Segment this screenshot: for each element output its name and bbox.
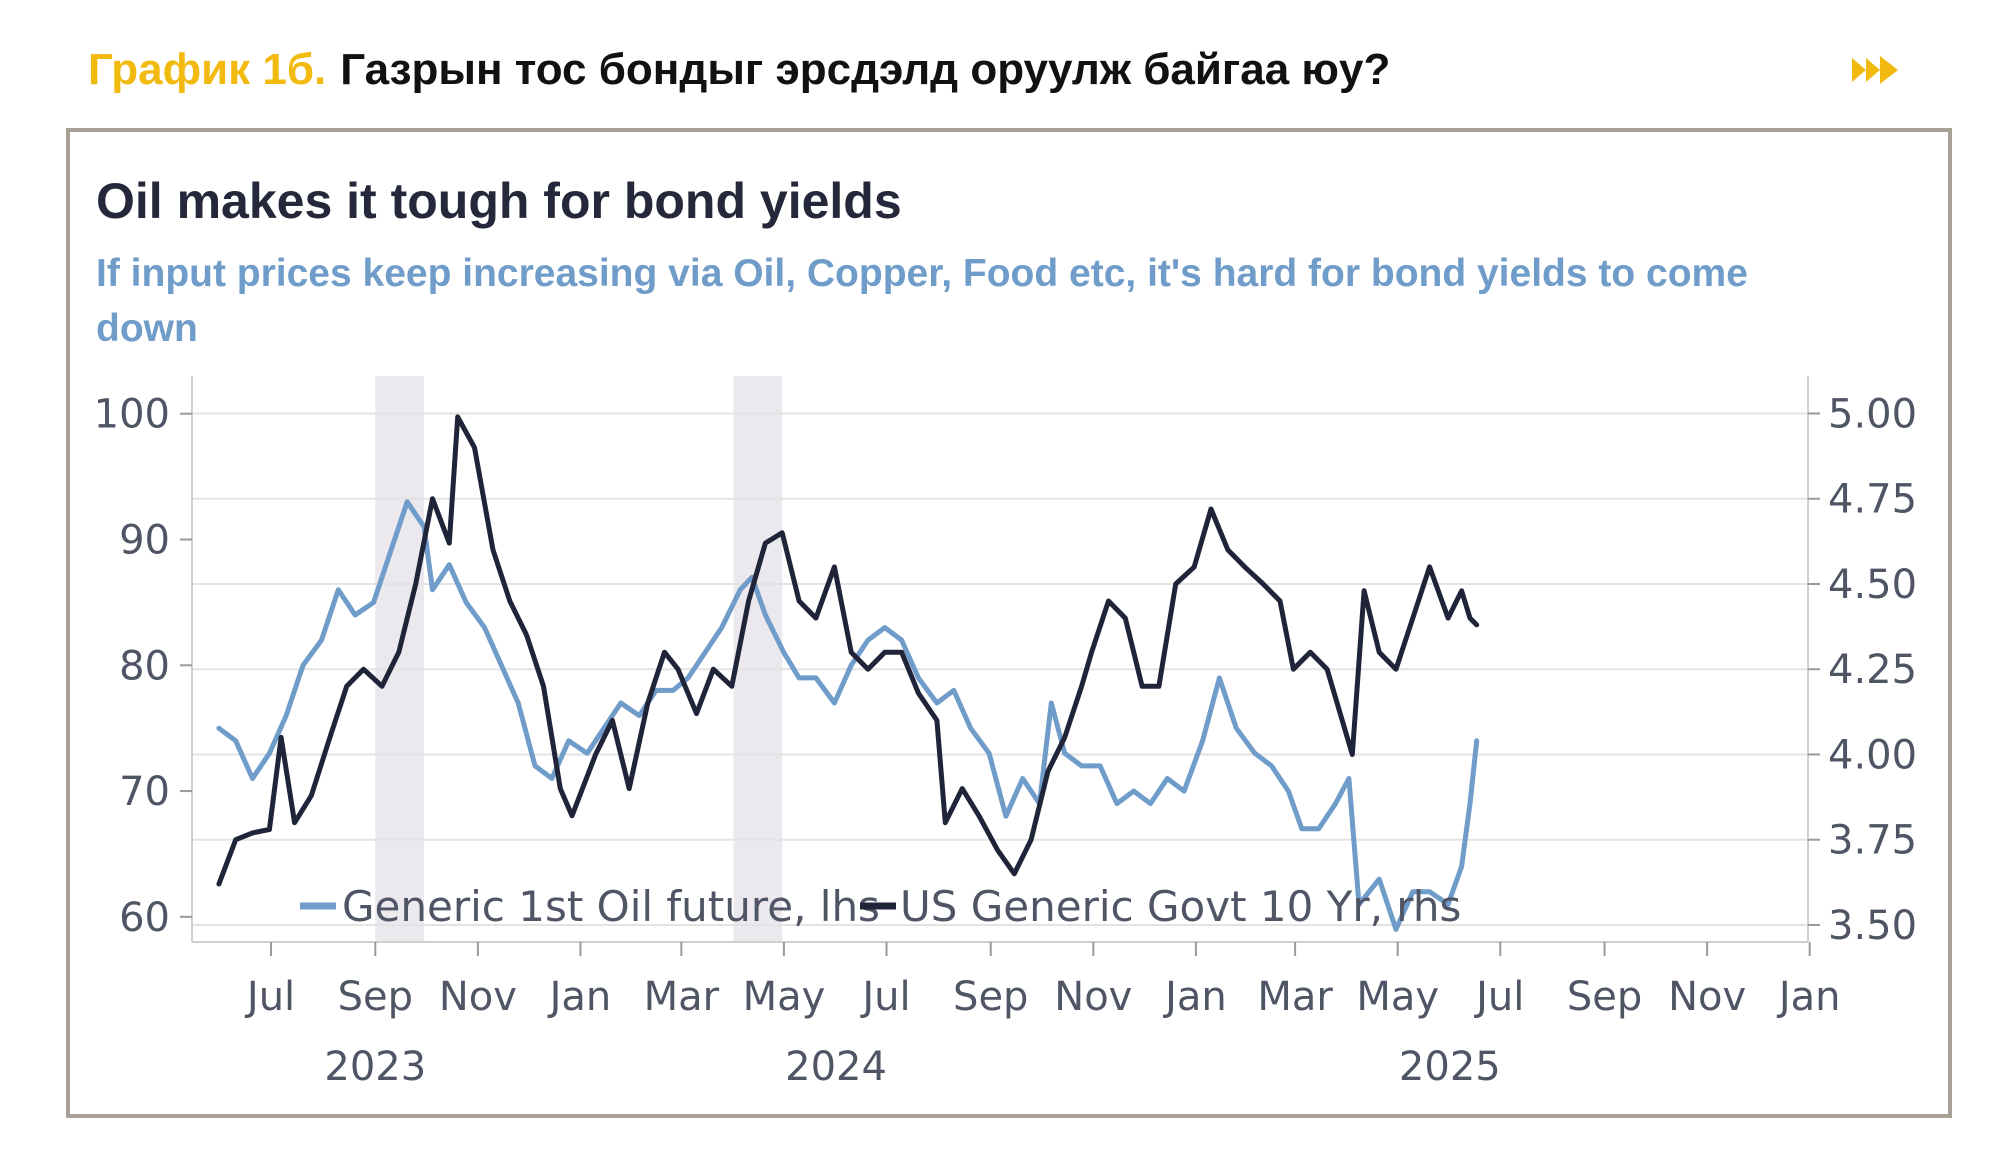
right-axis-tick-label: 4.50 [1828,562,1917,608]
x-axis-tick-label: Nov [439,974,517,1020]
x-axis-tick-label: Mar [1257,974,1333,1020]
x-axis-tick-label: Sep [953,974,1028,1020]
x-axis-year-label: 2025 [1399,1044,1501,1090]
right-axis-tick-label: 4.00 [1828,732,1917,778]
left-axis-tick-label: 60 [119,895,170,941]
gridlines [192,412,1808,926]
x-axis-year-label: 2023 [324,1044,426,1090]
left-axis-tick-label: 80 [119,643,170,689]
series-lines [216,414,1480,932]
x-axis-tick-label: Jul [244,974,295,1020]
figure-label: График 1б. [88,45,327,94]
oil-price-line [216,499,1480,932]
double-chevron-right-icon [1852,56,1898,84]
x-axis-tick-label: Jul [859,974,910,1020]
x-axis-tick-label: May [743,974,826,1020]
shaded-periods [375,376,783,942]
x-axis-tick-label: Sep [338,974,413,1020]
axes: 60 70 80 90 100 3.50 3.75 4.00 4.25 4.50 4.75 5.00 J… [94,376,1917,1090]
x-axis-tick-label: May [1356,974,1439,1020]
x-axis-tick-label: Sep [1567,974,1642,1020]
right-axis-tick-label: 4.25 [1828,647,1917,693]
figure-header: График 1б. Газрын тос бондыг эрсдэлд ору… [88,40,1390,100]
right-axis-tick-label: 5.00 [1828,392,1917,438]
shaded-period [733,376,783,942]
legend-label: Generic 1st Oil future, lhs [342,882,880,931]
x-axis-tick-label: Jan [1776,974,1841,1020]
x-axis-tick-label: Nov [1668,974,1746,1020]
legend: Generic 1st Oil future, lhs US Generic Go… [300,882,1461,931]
bond-yield-line [216,414,1480,887]
right-axis-tick-label: 3.75 [1828,818,1917,864]
x-axis-tick-label: Nov [1054,974,1132,1020]
x-axis-tick-label: Jul [1473,974,1524,1020]
x-axis-tick-label: Mar [644,974,720,1020]
x-axis-tick-label: Jan [547,974,612,1020]
left-axis-tick-label: 100 [94,392,170,438]
left-axis-tick-label: 90 [119,518,170,564]
right-axis-tick-label: 3.50 [1828,903,1917,949]
left-axis-tick-label: 70 [119,769,170,815]
x-axis-year-label: 2024 [785,1044,887,1090]
shaded-period [375,376,425,942]
chart-subtitle: If input prices keep increasing via Oil,… [96,252,1748,350]
figure-title: Газрын тос бондыг эрсдэлд оруулж байгаа … [340,45,1391,94]
legend-label: US Generic Govt 10 Yr, rhs [900,882,1461,931]
right-axis-tick-label: 4.75 [1828,477,1917,523]
x-axis-tick-label: Jan [1162,974,1227,1020]
chart-title: Oil makes it tough for bond yields [96,173,902,229]
